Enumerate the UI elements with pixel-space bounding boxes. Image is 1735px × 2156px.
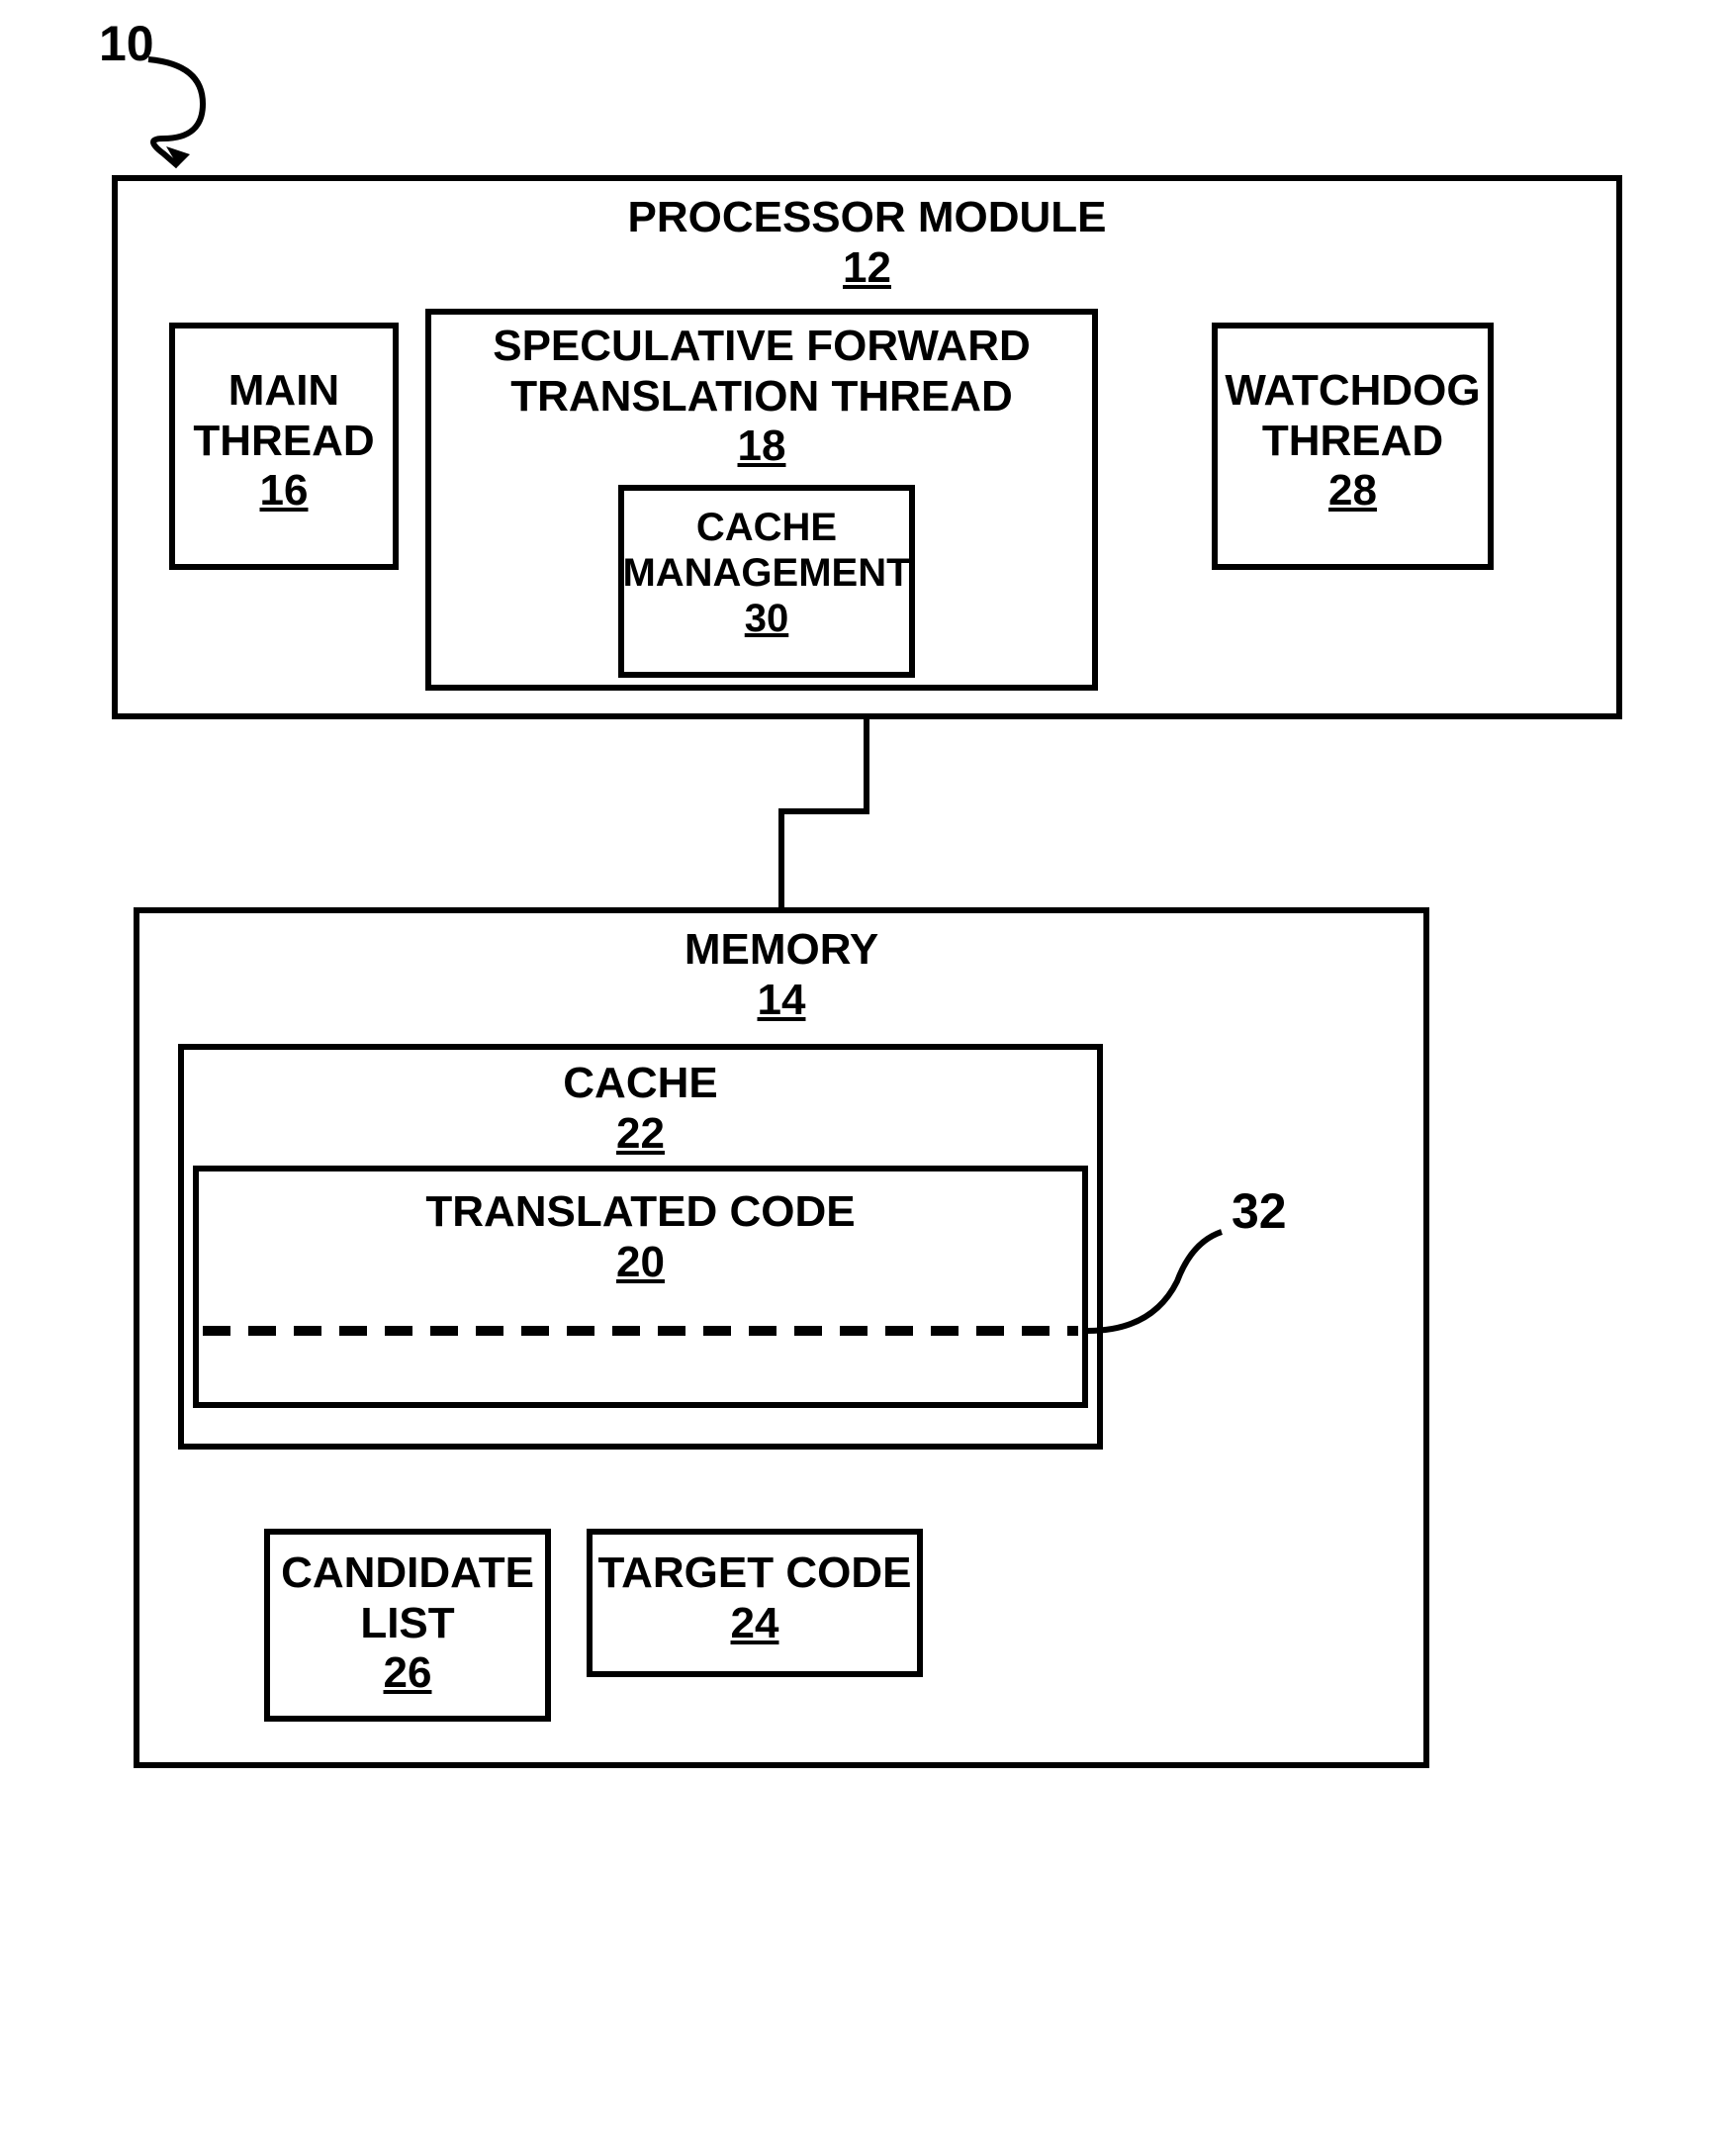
- processor-module-title-text: PROCESSOR MODULE: [627, 193, 1106, 241]
- ref-10-arrow: [109, 49, 247, 168]
- cache-label: CACHE 22: [178, 1059, 1103, 1159]
- candidate-list-ref: 26: [384, 1648, 432, 1697]
- main-thread-label: MAIN THREAD 16: [169, 366, 399, 516]
- translated-code-label: TRANSLATED CODE 20: [193, 1187, 1088, 1287]
- processor-module-ref: 12: [843, 243, 891, 292]
- target-code-title: TARGET CODE: [598, 1548, 912, 1597]
- watchdog-thread-label: WATCHDOG THREAD 28: [1212, 366, 1494, 516]
- cache-title: CACHE: [563, 1059, 717, 1107]
- main-thread-ref: 16: [260, 466, 309, 515]
- target-code-label: TARGET CODE 24: [587, 1548, 923, 1648]
- processor-module-title: PROCESSOR MODULE 12: [112, 193, 1622, 293]
- sft-thread-label: SPECULATIVE FORWARD TRANSLATION THREAD 1…: [425, 322, 1098, 472]
- cache-mgmt-label: CACHE MANAGEMENT 30: [618, 505, 915, 641]
- watchdog-thread-title: WATCHDOG THREAD: [1225, 366, 1480, 465]
- translated-code-title: TRANSLATED CODE: [425, 1187, 855, 1236]
- memory-ref: 14: [758, 976, 806, 1024]
- dashed-line-32: [193, 1321, 1088, 1341]
- target-code-ref: 24: [731, 1599, 779, 1647]
- translated-code-ref: 20: [616, 1238, 665, 1286]
- cache-ref: 22: [616, 1109, 665, 1158]
- main-thread-title: MAIN THREAD: [193, 366, 374, 465]
- memory-label: MEMORY 14: [134, 925, 1429, 1025]
- candidate-list-label: CANDIDATE LIST 26: [264, 1548, 551, 1699]
- cache-mgmt-title: CACHE MANAGEMENT: [622, 506, 910, 595]
- candidate-list-title: CANDIDATE LIST: [281, 1548, 534, 1647]
- diagram-canvas: 10 PROCESSOR MODULE 12 MAIN THREAD 16 SP…: [0, 0, 1735, 2156]
- sft-thread-ref: 18: [738, 422, 786, 470]
- memory-title: MEMORY: [685, 925, 878, 974]
- sft-thread-title: SPECULATIVE FORWARD TRANSLATION THREAD: [493, 322, 1031, 421]
- cache-mgmt-ref: 30: [745, 597, 789, 640]
- ref-label-32: 32: [1232, 1182, 1287, 1240]
- watchdog-thread-ref: 28: [1328, 466, 1377, 515]
